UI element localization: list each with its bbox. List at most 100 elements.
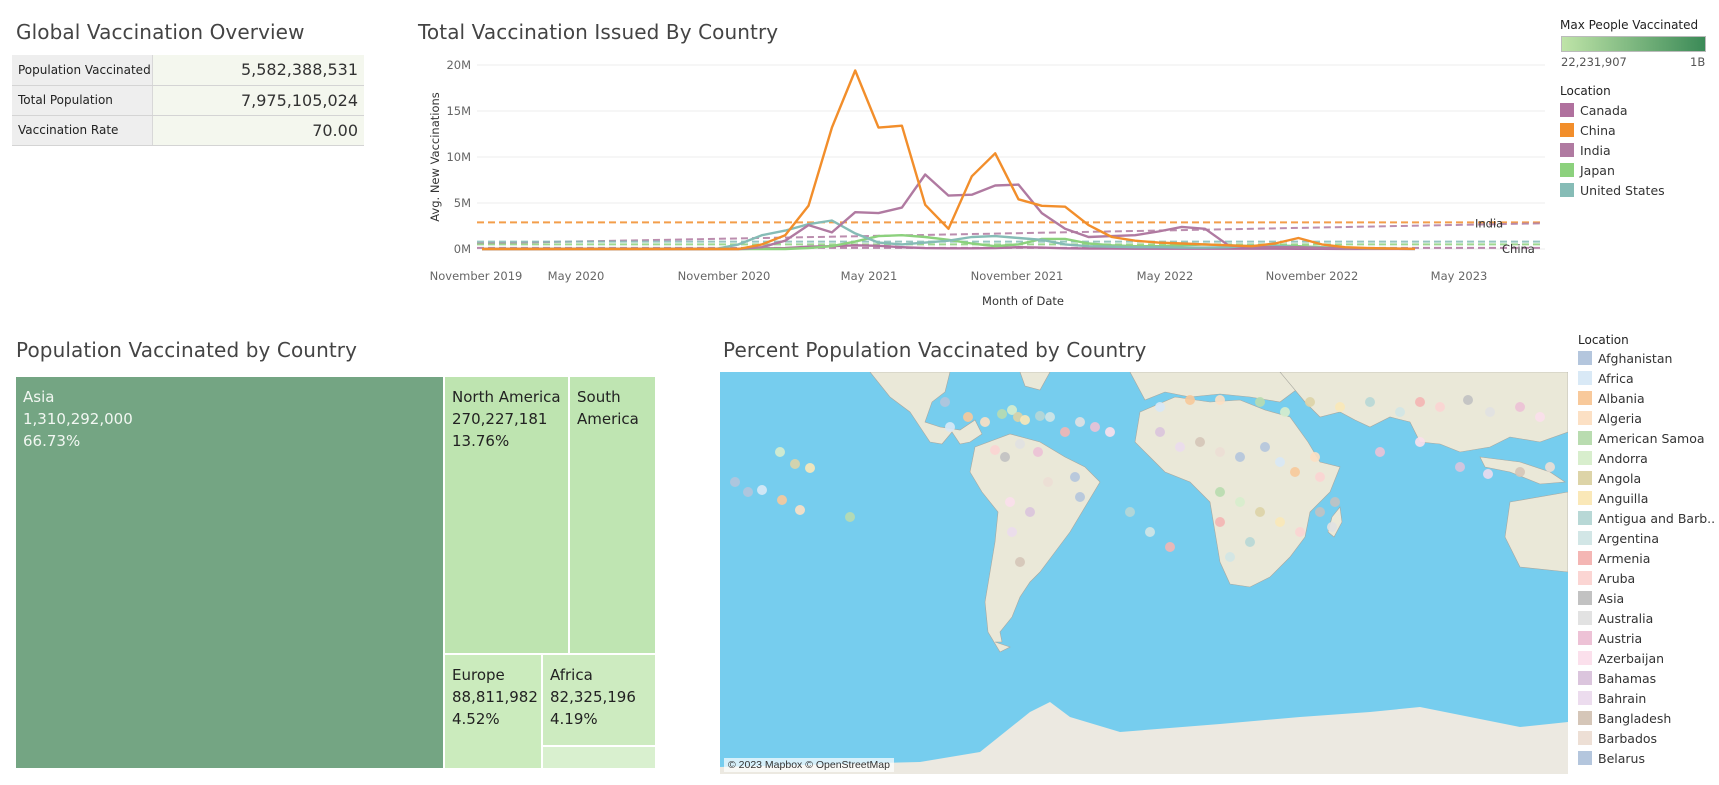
line-chart[interactable]: 0M 5M 10M 15M 20M November 2019 May 2020 Novemb… bbox=[415, 52, 1545, 352]
legend-item[interactable]: Austria bbox=[1578, 628, 1715, 648]
legend-item[interactable]: Asia bbox=[1578, 588, 1715, 608]
table-row: Vaccination Rate 70.00 bbox=[12, 115, 364, 146]
treemap-percent: 4.52% bbox=[452, 710, 500, 728]
treemap-cell[interactable]: North America 270,227,181 13.76% bbox=[445, 377, 570, 655]
legend-item[interactable]: Afghanistan bbox=[1578, 348, 1715, 368]
treemap-cell[interactable]: South America bbox=[570, 377, 657, 655]
country-marker bbox=[1025, 507, 1035, 517]
legend-label: Algeria bbox=[1598, 410, 1642, 426]
legend-item[interactable]: Australia bbox=[1578, 608, 1715, 628]
legend-swatch bbox=[1578, 451, 1592, 465]
land-mexico bbox=[869, 372, 983, 445]
land-australia bbox=[1504, 491, 1568, 573]
legend-item[interactable]: Andorra bbox=[1578, 448, 1715, 468]
legend-item[interactable]: Africa bbox=[1578, 368, 1715, 388]
overview-value: 7,975,105,024 bbox=[152, 85, 364, 116]
legend-swatch bbox=[1578, 671, 1592, 685]
line-label: China bbox=[1502, 242, 1535, 256]
country-marker bbox=[1275, 457, 1285, 467]
country-marker bbox=[1015, 557, 1025, 567]
legend-item[interactable]: Argentina bbox=[1578, 528, 1715, 548]
legend-label: Bahamas bbox=[1598, 670, 1657, 686]
country-marker bbox=[1327, 522, 1337, 532]
country-marker bbox=[730, 477, 740, 487]
treemap-value: 270,227,181 bbox=[452, 410, 548, 428]
legend-swatch bbox=[1578, 391, 1592, 405]
table-row: Population Vaccinated 5,582,388,531 bbox=[12, 55, 364, 86]
country-marker bbox=[963, 412, 973, 422]
legend-item[interactable]: Albania bbox=[1578, 388, 1715, 408]
country-marker bbox=[1075, 492, 1085, 502]
landmasses bbox=[720, 372, 1568, 774]
legend-item[interactable]: Algeria bbox=[1578, 408, 1715, 428]
legend-item[interactable]: Angola bbox=[1578, 468, 1715, 488]
legend-swatch bbox=[1578, 571, 1592, 585]
legend-swatch bbox=[1578, 411, 1592, 425]
legend-swatch bbox=[1578, 551, 1592, 565]
legend-item[interactable]: Bangladesh bbox=[1578, 708, 1715, 728]
legend-swatch bbox=[1578, 691, 1592, 705]
legend-item[interactable]: Anguilla bbox=[1578, 488, 1715, 508]
country-marker bbox=[997, 409, 1007, 419]
legend-item[interactable]: Bahrain bbox=[1578, 688, 1715, 708]
legend-label: Albania bbox=[1598, 390, 1645, 406]
treemap-cell[interactable]: Asia 1,310,292,000 66.73% bbox=[16, 377, 445, 770]
color-legend-title: Max People Vaccinated bbox=[1560, 18, 1699, 32]
world-map[interactable]: © 2023 Mapbox © OpenStreetMap bbox=[720, 372, 1568, 774]
land-antarctica bbox=[720, 702, 1568, 774]
country-marker bbox=[1000, 452, 1010, 462]
country-marker bbox=[1515, 467, 1525, 477]
legend-item[interactable]: Barbados bbox=[1578, 728, 1715, 748]
table-row: Total Population 7,975,105,024 bbox=[12, 85, 364, 116]
legend-label: Belarus bbox=[1598, 750, 1645, 766]
treemap[interactable]: Asia 1,310,292,000 66.73% North America 270,… bbox=[16, 377, 657, 770]
legend-label: Anguilla bbox=[1598, 490, 1649, 506]
country-marker bbox=[1007, 527, 1017, 537]
map-canvas[interactable] bbox=[720, 372, 1568, 774]
country-marker bbox=[795, 505, 805, 515]
series-line[interactable] bbox=[482, 69, 1416, 251]
country-marker bbox=[1515, 402, 1525, 412]
x-tick-label: November 2020 bbox=[678, 269, 771, 283]
y-tick-label: 0M bbox=[454, 242, 471, 256]
country-marker bbox=[1215, 517, 1225, 527]
legend-item[interactable]: Antigua and Barb.. bbox=[1578, 508, 1715, 528]
legend-swatch bbox=[1578, 491, 1592, 505]
legend-item[interactable]: China bbox=[1560, 120, 1665, 140]
legend-swatch bbox=[1578, 611, 1592, 625]
legend-item[interactable]: Armenia bbox=[1578, 548, 1715, 568]
treemap-title: Population Vaccinated by Country bbox=[16, 338, 358, 362]
legend-swatch bbox=[1578, 471, 1592, 485]
country-marker bbox=[1375, 447, 1385, 457]
legend-label: Asia bbox=[1598, 590, 1625, 606]
legend-item[interactable]: Aruba bbox=[1578, 568, 1715, 588]
legend-label: Bahrain bbox=[1598, 690, 1647, 706]
treemap-value: 82,325,196 bbox=[550, 688, 636, 706]
legend-label: Japan bbox=[1580, 162, 1615, 178]
legend-label: Armenia bbox=[1598, 550, 1651, 566]
legend-item[interactable]: Canada bbox=[1560, 100, 1665, 120]
map-attribution: © 2023 Mapbox © OpenStreetMap bbox=[724, 758, 894, 772]
country-marker bbox=[775, 447, 785, 457]
legend-item[interactable]: Azerbaijan bbox=[1578, 648, 1715, 668]
country-marker bbox=[1310, 452, 1320, 462]
treemap-percent: 4.19% bbox=[550, 710, 598, 728]
country-marker bbox=[743, 487, 753, 497]
overview-value: 5,582,388,531 bbox=[152, 55, 364, 86]
legend-item[interactable]: Bahamas bbox=[1578, 668, 1715, 688]
treemap-name: South America bbox=[577, 388, 639, 428]
treemap-value: 88,811,982 bbox=[452, 688, 538, 706]
legend-item[interactable]: Japan bbox=[1560, 160, 1665, 180]
legend-swatch bbox=[1578, 511, 1592, 525]
country-marker bbox=[1255, 397, 1265, 407]
legend-item[interactable]: Belarus bbox=[1578, 748, 1715, 768]
legend-item[interactable]: American Samoa bbox=[1578, 428, 1715, 448]
legend-item[interactable]: United States bbox=[1560, 180, 1665, 200]
treemap-cell[interactable]: Europe 88,811,982 4.52% bbox=[445, 655, 543, 770]
legend-item[interactable]: India bbox=[1560, 140, 1665, 160]
country-marker bbox=[777, 495, 787, 505]
series-line[interactable] bbox=[482, 173, 1416, 251]
treemap-cell[interactable] bbox=[543, 747, 657, 770]
y-tick-label: 10M bbox=[446, 150, 471, 164]
treemap-cell[interactable]: Africa 82,325,196 4.19% bbox=[543, 655, 657, 747]
